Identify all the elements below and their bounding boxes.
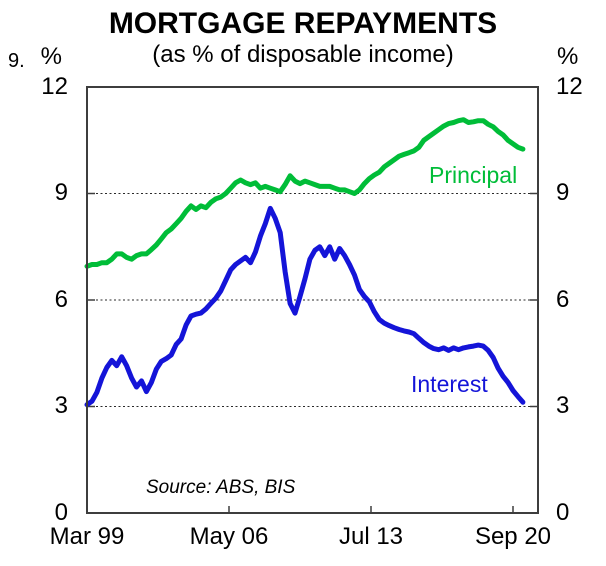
y-tick-label-left: 9 <box>54 179 68 206</box>
x-tick-label: Jul 13 <box>338 523 404 550</box>
x-tick-label: Mar 99 <box>49 523 125 550</box>
interest-series-label: Interest <box>411 371 488 397</box>
y-tick-label-left: 12 <box>41 73 68 100</box>
y-tick-label-left: 6 <box>54 286 68 313</box>
source-note: Source: ABS, BIS <box>146 477 296 498</box>
y-tick-label-left: 0 <box>54 499 68 526</box>
y-axis-unit-right: % <box>557 43 579 70</box>
y-tick-label-right: 12 <box>556 73 583 100</box>
figure-number: 9. <box>8 50 25 72</box>
y-tick-label-right: 0 <box>556 499 570 526</box>
principal-series-label: Principal <box>429 162 518 188</box>
x-tick-label: Sep 20 <box>474 523 552 550</box>
y-tick-label-right: 9 <box>556 179 570 206</box>
chart-title: MORTGAGE REPAYMENTS <box>108 7 498 40</box>
x-tick-label: May 06 <box>189 523 269 550</box>
chart-subtitle: (as % of disposable income) <box>152 41 454 68</box>
y-axis-unit-left: % <box>40 43 62 70</box>
y-tick-label-right: 6 <box>556 286 570 313</box>
y-tick-label-left: 3 <box>54 392 68 419</box>
y-tick-label-right: 3 <box>556 392 570 419</box>
